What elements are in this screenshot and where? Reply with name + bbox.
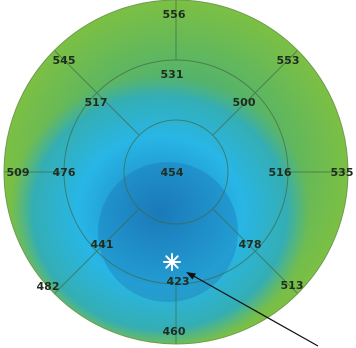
zone-inner-bottom-left-value: 441	[91, 238, 114, 251]
zone-inner-right-value: 516	[269, 166, 292, 179]
zone-outer-right-value: 535	[331, 166, 354, 179]
map-border	[3, 0, 349, 345]
zone-inner-top-right-value: 500	[233, 96, 256, 109]
asterisk-icon	[163, 253, 181, 271]
zone-outer-bottom-left-value: 482	[37, 280, 60, 293]
pointer-arrow	[186, 272, 319, 347]
thinnest-point-value: 423	[167, 275, 190, 288]
zone-inner-bottom-right-value: 478	[239, 238, 262, 251]
zone-inner-left-value: 476	[53, 166, 76, 179]
thin-region-outer	[10, 74, 310, 344]
zone-outer-bottom-value: 460	[163, 325, 186, 338]
zone-inner-top-value: 531	[161, 68, 184, 81]
zone-outer-top-left-value: 545	[53, 54, 76, 67]
zone-outer-top-value: 556	[163, 8, 186, 21]
thin-region-core	[98, 162, 238, 302]
zone-outer-bottom-right-value: 513	[281, 279, 304, 292]
zone-outer-top-right-value: 553	[277, 54, 300, 67]
zone-outer-left-value: 509	[7, 166, 30, 179]
zone-inner-top-left-value: 517	[85, 96, 108, 109]
zone-center-value: 454	[161, 166, 184, 179]
